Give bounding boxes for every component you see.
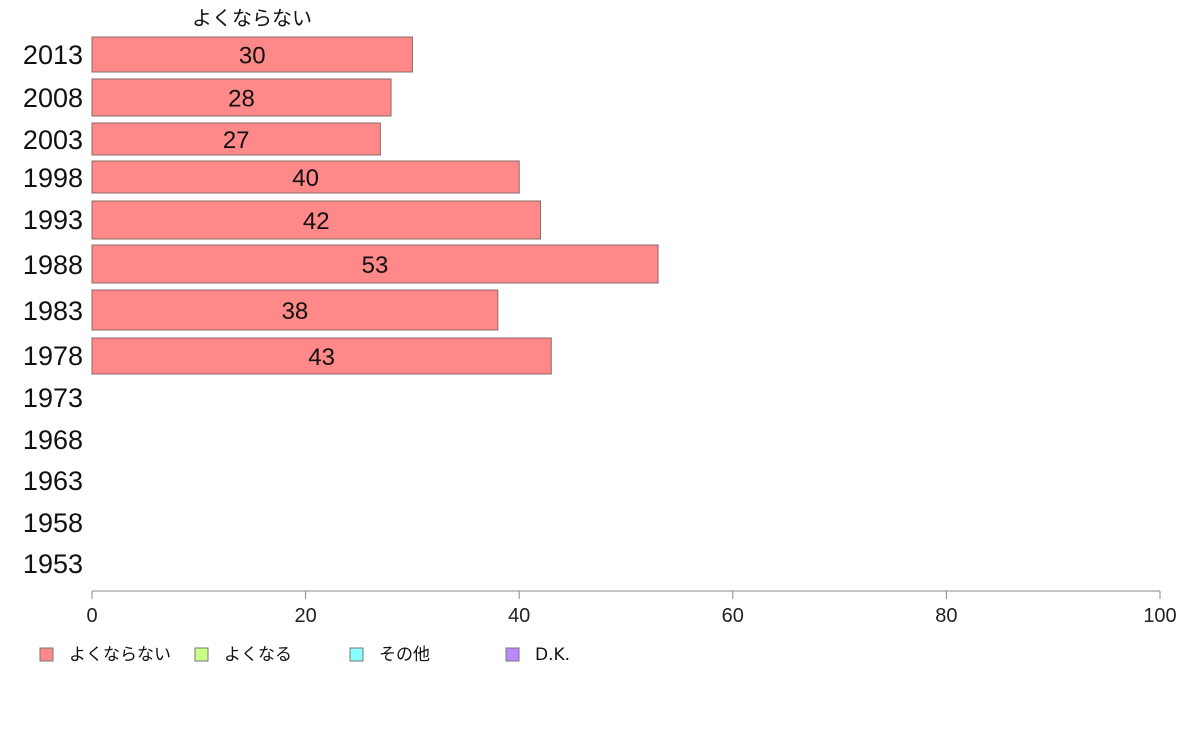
bar-value-label: 27	[223, 127, 250, 154]
bar-value-label: 43	[308, 344, 335, 371]
bar-value-label: 53	[362, 252, 389, 279]
category-label: 1953	[23, 549, 83, 579]
legend: よくならない よくなる その他 D.K.	[39, 645, 570, 665]
bar	[91, 36, 413, 73]
bar	[91, 337, 552, 375]
category-label: 1983	[23, 296, 83, 326]
bar-value-label: 38	[282, 298, 309, 325]
x-tick-label: 0	[86, 605, 97, 627]
legend-label: D.K.	[535, 645, 570, 665]
bar	[91, 200, 542, 240]
legend-swatch	[505, 647, 520, 662]
bar-value-label: 40	[292, 165, 319, 192]
bar	[91, 160, 520, 194]
series-title: よくならない	[192, 6, 312, 30]
x-tick-label: 100	[1143, 605, 1176, 627]
x-tick-label: 60	[722, 605, 744, 627]
category-label: 1988	[23, 250, 83, 280]
bar	[91, 122, 381, 156]
bar	[91, 78, 392, 117]
category-label: 2008	[23, 83, 83, 113]
category-label: 1993	[23, 205, 83, 235]
legend-label: よくなる	[224, 645, 292, 665]
category-label: 1958	[23, 508, 83, 538]
x-axis: 0 20 40 60 80 100	[86, 590, 1177, 627]
category-label: 1973	[23, 383, 83, 413]
legend-swatch	[39, 647, 54, 662]
bar-value-label: 28	[228, 86, 255, 113]
bar	[91, 289, 499, 331]
x-tick-label: 40	[508, 605, 530, 627]
category-label: 2003	[23, 125, 83, 155]
category-label: 1998	[23, 163, 83, 193]
legend-label: その他	[379, 645, 430, 665]
legend-swatch	[194, 647, 209, 662]
legend-label: よくならない	[69, 645, 171, 665]
category-labels: 2013 2008 2003 1998 1993 1988 1983 1978 1973 1968…	[23, 40, 83, 579]
bars-group: 30 28 27 40 42 53 38 43	[91, 36, 659, 375]
category-label: 1968	[23, 425, 83, 455]
bar-value-label: 30	[239, 43, 266, 70]
category-label: 1978	[23, 341, 83, 371]
bar	[91, 244, 659, 284]
category-label: 1963	[23, 466, 83, 496]
x-tick-label: 20	[294, 605, 316, 627]
bar-value-label: 42	[303, 208, 330, 235]
category-label: 2013	[23, 40, 83, 70]
x-tick-label: 80	[935, 605, 957, 627]
legend-swatch	[349, 647, 364, 662]
